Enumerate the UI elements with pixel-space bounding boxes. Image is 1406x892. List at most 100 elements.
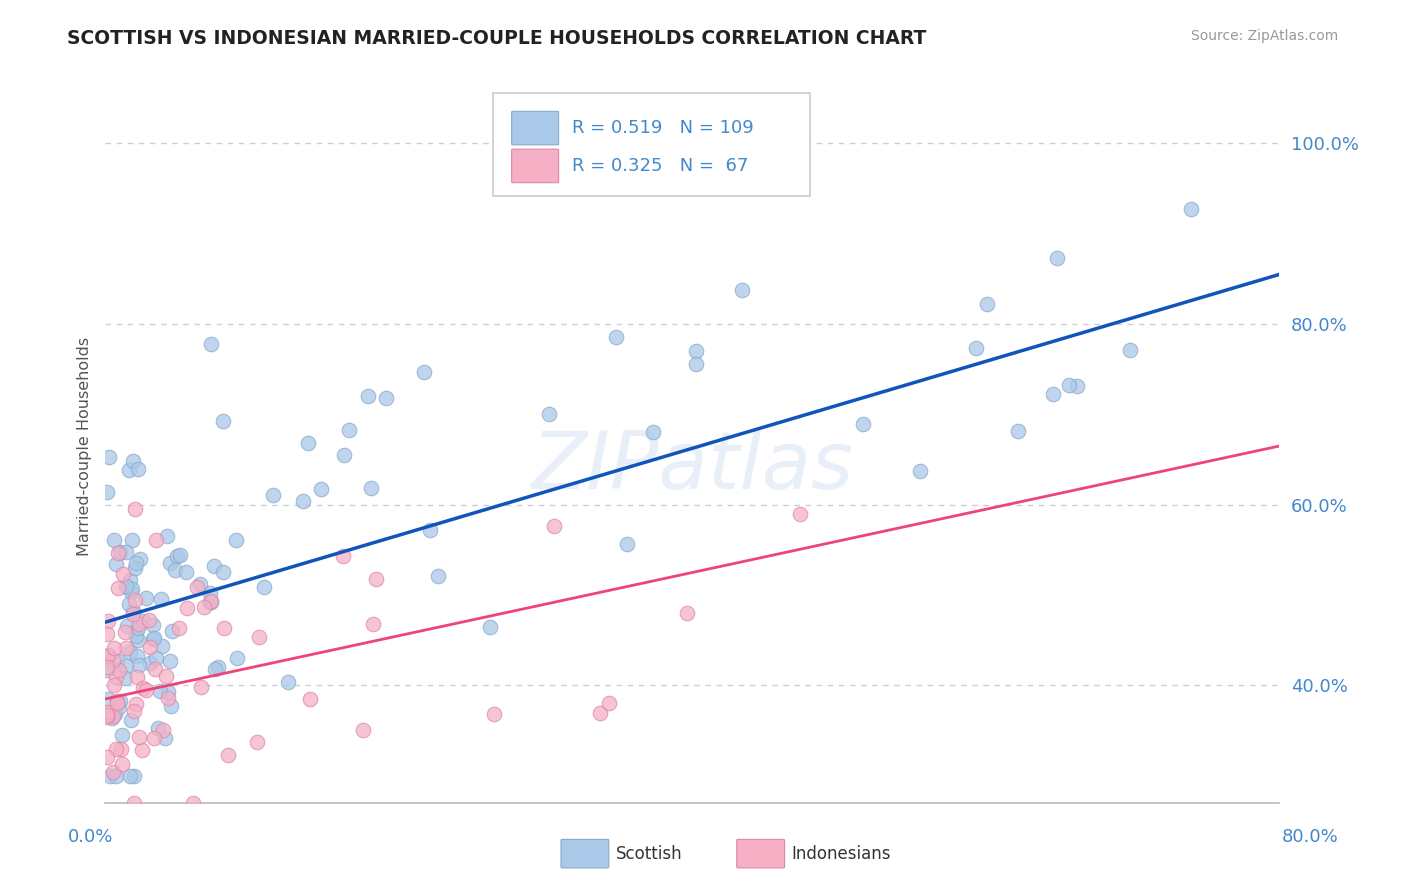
- Point: [98, 769, 121, 783]
- Point: [297, 435, 319, 450]
- Y-axis label: Married-couple Households: Married-couple Households: [76, 336, 91, 556]
- Point: [333, 448, 356, 462]
- Text: R = 0.325   N =  67: R = 0.325 N = 67: [571, 157, 748, 175]
- Point: [188, 577, 211, 591]
- Point: [207, 660, 229, 674]
- Point: [114, 671, 136, 685]
- Text: Scottish: Scottish: [616, 845, 682, 863]
- Point: [118, 463, 141, 477]
- Point: [125, 670, 148, 684]
- Point: [211, 414, 233, 428]
- Point: [226, 651, 249, 665]
- Point: [105, 696, 128, 710]
- Point: [482, 707, 505, 722]
- Point: [107, 546, 129, 560]
- Point: [124, 593, 146, 607]
- Point: [159, 556, 181, 570]
- Point: [1066, 379, 1088, 393]
- Point: [160, 624, 183, 638]
- Text: 80.0%: 80.0%: [1282, 828, 1339, 846]
- Point: [166, 549, 188, 564]
- Point: [157, 691, 180, 706]
- Point: [108, 699, 131, 714]
- Point: [129, 551, 152, 566]
- Point: [96, 649, 118, 664]
- Point: [153, 731, 176, 745]
- Point: [292, 493, 315, 508]
- Point: [110, 741, 132, 756]
- Point: [176, 600, 198, 615]
- Point: [131, 743, 153, 757]
- Point: [163, 563, 186, 577]
- Point: [101, 765, 124, 780]
- Point: [676, 606, 699, 620]
- Point: [150, 639, 173, 653]
- Text: Indonesians: Indonesians: [792, 845, 891, 863]
- Point: [142, 632, 165, 646]
- Point: [478, 620, 501, 634]
- Point: [111, 728, 134, 742]
- Point: [128, 658, 150, 673]
- Point: [419, 523, 441, 537]
- Point: [100, 711, 122, 725]
- Point: [200, 336, 222, 351]
- Point: [299, 692, 322, 706]
- Point: [105, 655, 128, 669]
- Point: [1046, 251, 1069, 265]
- Point: [155, 669, 177, 683]
- Point: [120, 714, 142, 728]
- Point: [96, 627, 118, 641]
- Point: [181, 796, 204, 810]
- Point: [122, 796, 145, 810]
- Point: [374, 391, 396, 405]
- Point: [121, 454, 143, 468]
- Point: [96, 707, 118, 722]
- Point: [332, 549, 354, 563]
- Point: [246, 735, 269, 749]
- Point: [685, 343, 707, 358]
- FancyBboxPatch shape: [512, 149, 558, 183]
- Point: [361, 616, 384, 631]
- Point: [105, 769, 128, 783]
- Point: [262, 488, 284, 502]
- Point: [731, 283, 754, 297]
- Point: [138, 640, 160, 655]
- Point: [214, 622, 236, 636]
- Point: [149, 684, 172, 698]
- Point: [114, 659, 136, 673]
- Point: [789, 507, 811, 521]
- Point: [96, 750, 118, 764]
- Point: [114, 624, 136, 639]
- Point: [97, 615, 120, 629]
- Point: [114, 545, 136, 559]
- Point: [115, 579, 138, 593]
- Point: [118, 597, 141, 611]
- Point: [200, 593, 222, 607]
- Point: [217, 748, 239, 763]
- Point: [125, 556, 148, 570]
- Point: [190, 680, 212, 694]
- Point: [186, 580, 208, 594]
- Text: 0.0%: 0.0%: [67, 828, 112, 846]
- Point: [152, 723, 174, 737]
- Point: [104, 670, 127, 684]
- Point: [124, 704, 146, 718]
- Point: [252, 580, 274, 594]
- Point: [212, 565, 235, 579]
- FancyBboxPatch shape: [512, 112, 558, 145]
- Point: [105, 694, 128, 708]
- Point: [146, 721, 169, 735]
- Point: [1007, 424, 1029, 438]
- Point: [132, 615, 155, 629]
- Point: [908, 464, 931, 478]
- Point: [96, 663, 118, 677]
- Point: [135, 682, 157, 697]
- Point: [143, 662, 166, 676]
- Point: [121, 533, 143, 547]
- Point: [1057, 377, 1080, 392]
- Point: [121, 582, 143, 597]
- Point: [124, 502, 146, 516]
- Text: ZIPatlas: ZIPatlas: [531, 428, 853, 507]
- Point: [193, 599, 215, 614]
- Point: [589, 706, 612, 720]
